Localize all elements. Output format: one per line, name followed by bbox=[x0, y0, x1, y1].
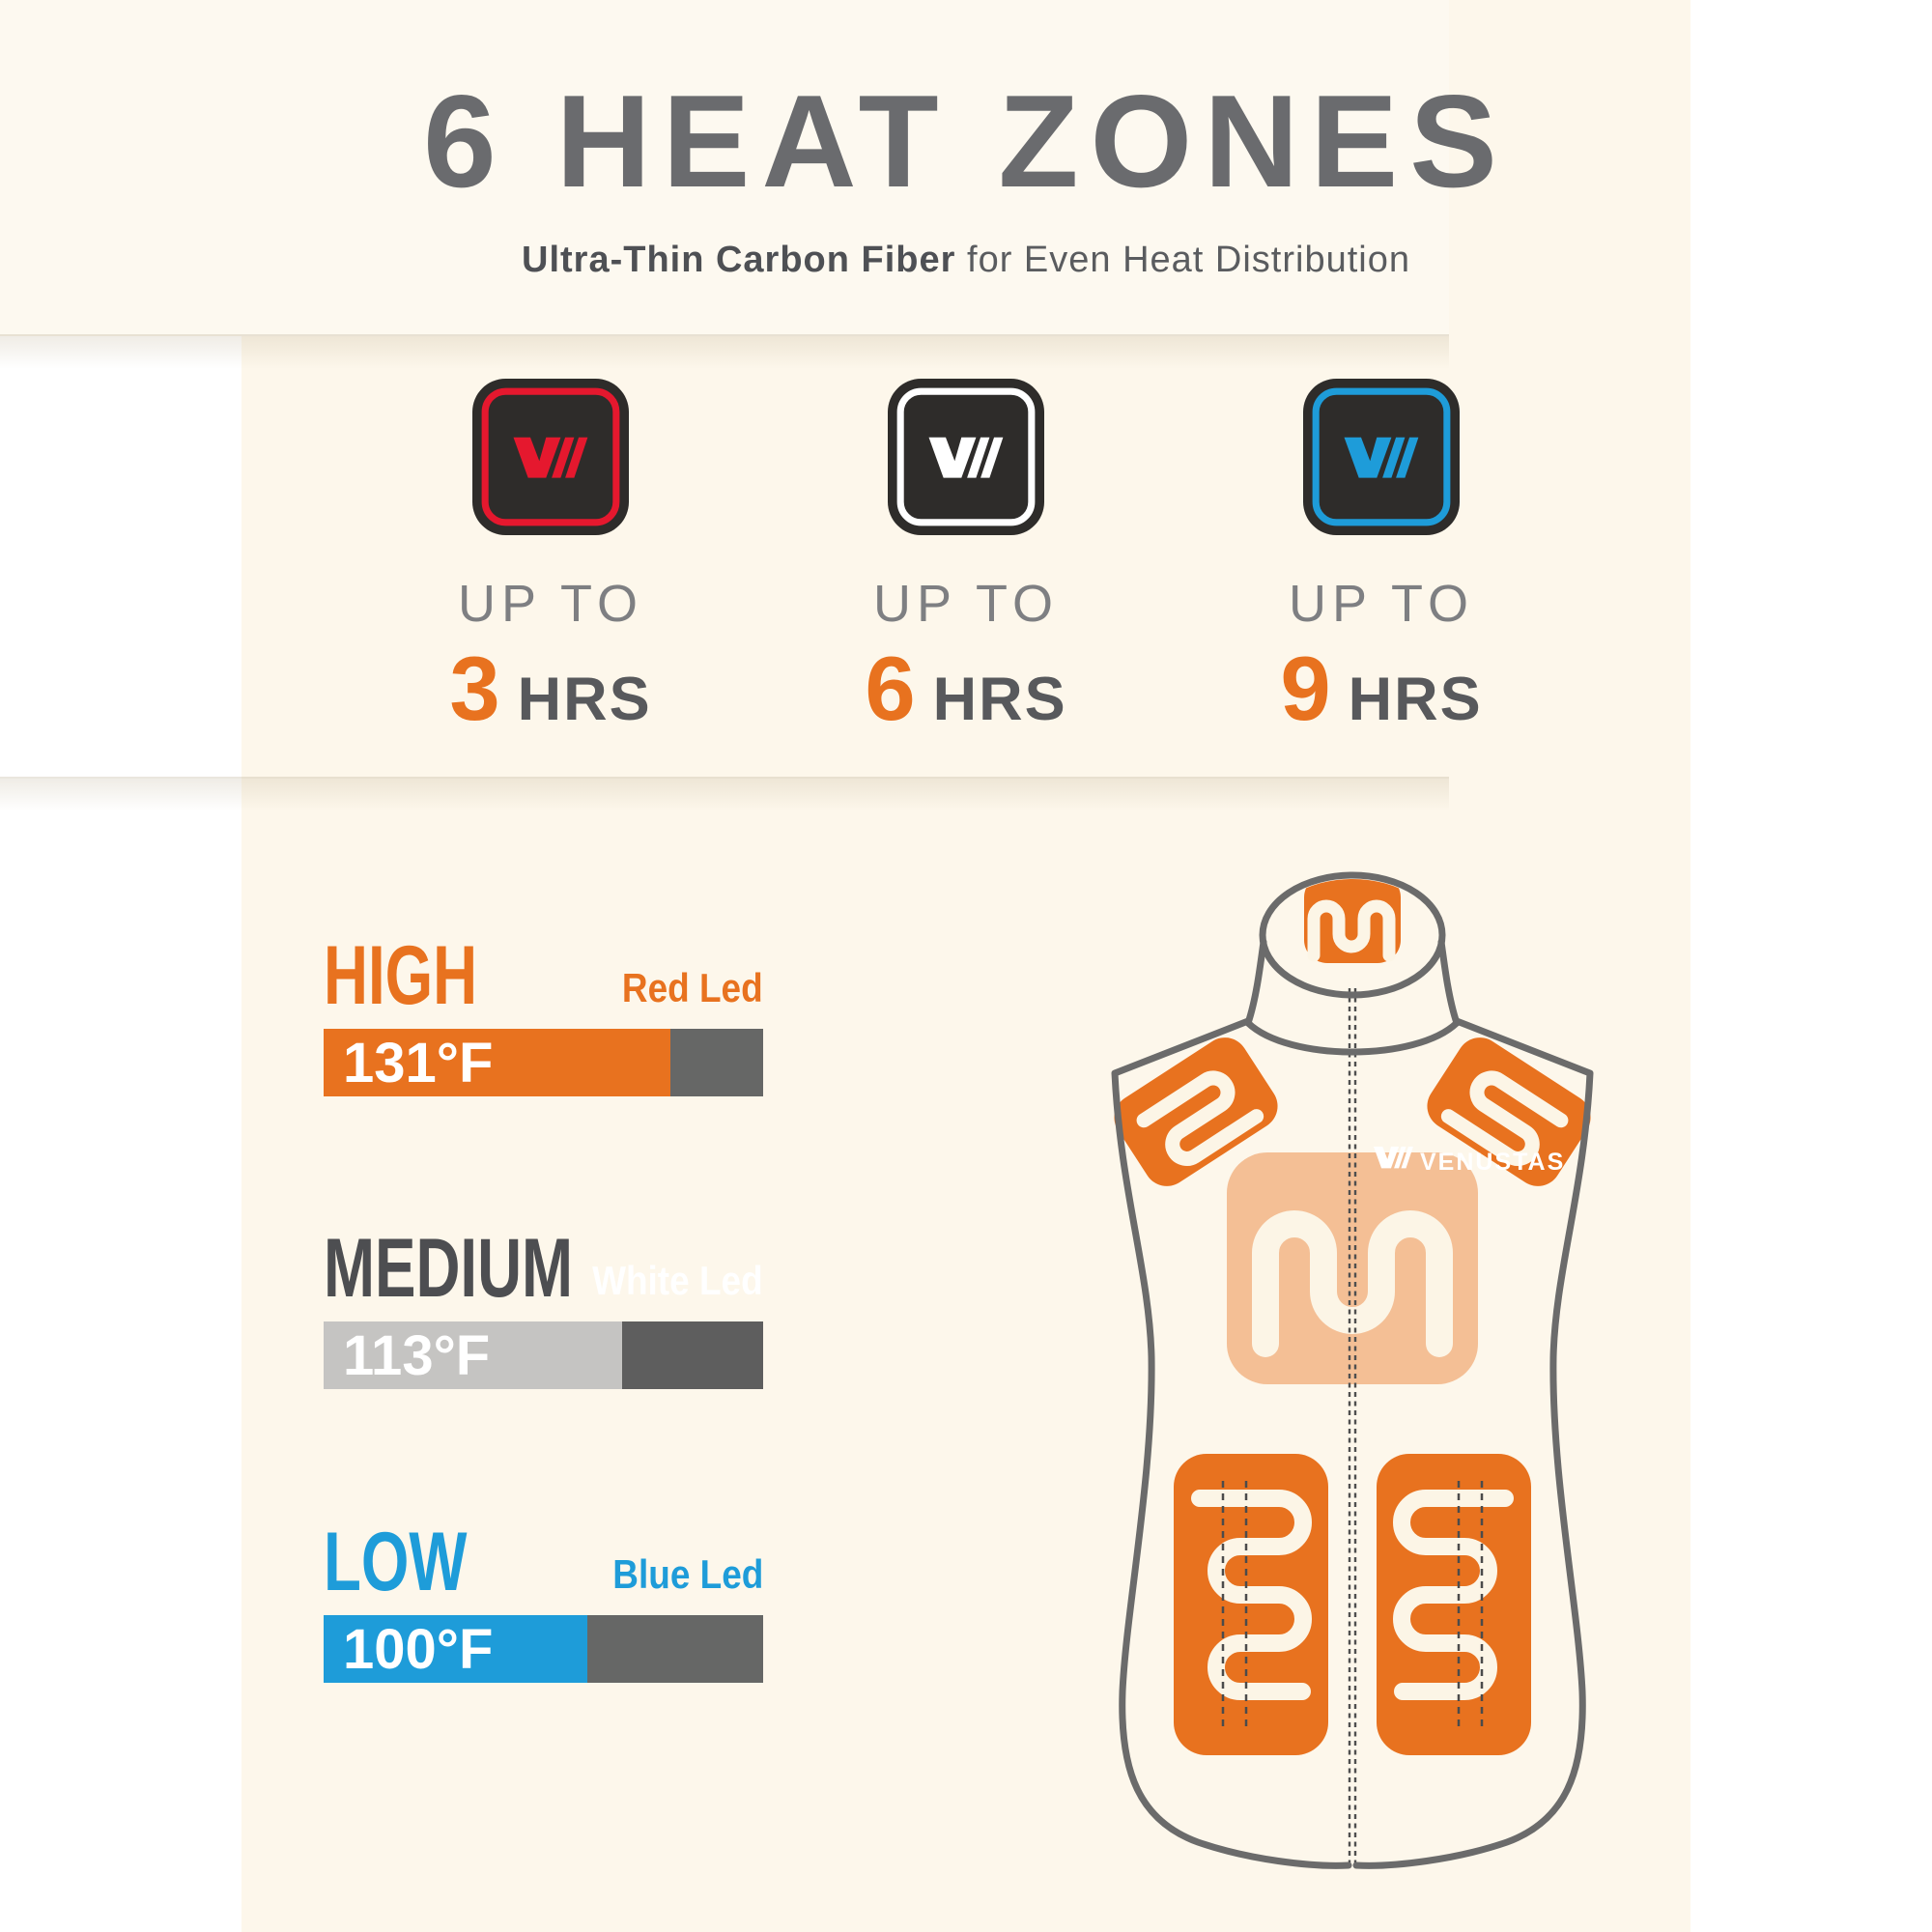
temp-bar-fill bbox=[324, 1321, 623, 1389]
duration-value: 3 HRS bbox=[449, 643, 651, 734]
duration-value: 6 HRS bbox=[865, 643, 1066, 734]
heat-level-row-medium: MEDIUM White Led 113°F bbox=[324, 1196, 763, 1389]
temp-value: 100°F bbox=[343, 1618, 494, 1681]
led-label: White Led bbox=[592, 1258, 763, 1303]
battery-duration-section: UP TO 3 HRS UP TO 6 HRS bbox=[242, 379, 1690, 734]
hours-unit: HRS bbox=[1348, 666, 1483, 733]
heat-level-row-high: HIGH Red Led 131°F bbox=[324, 903, 763, 1096]
header-section-bg bbox=[0, 0, 1449, 336]
zipper bbox=[1348, 988, 1357, 1863]
temp-value: 113°F bbox=[343, 1324, 491, 1387]
duration-value: 9 HRS bbox=[1280, 643, 1482, 734]
section-divider bbox=[0, 334, 1449, 369]
level-name: HIGH bbox=[324, 929, 478, 1022]
duration-card-white: UP TO 6 HRS bbox=[810, 379, 1122, 734]
level-name: MEDIUM bbox=[324, 1222, 574, 1315]
up-to-label: UP TO bbox=[1288, 575, 1475, 633]
brand-name: VENUSTAS bbox=[1420, 1149, 1565, 1176]
section-divider bbox=[0, 777, 1449, 811]
subtitle-bold: Ultra-Thin Carbon Fiber bbox=[522, 240, 956, 280]
duration-card-blue: UP TO 9 HRS bbox=[1226, 379, 1537, 734]
hours-value: 9 bbox=[1280, 638, 1331, 739]
temp-bar-fill bbox=[324, 1615, 587, 1683]
duration-card-red: UP TO 3 HRS bbox=[395, 379, 706, 734]
collar-heat-pad bbox=[1304, 879, 1401, 963]
shoulder-heat-pad-right bbox=[1427, 1037, 1591, 1186]
v-slash-logo bbox=[928, 437, 1004, 478]
hours-unit: HRS bbox=[517, 666, 652, 733]
hours-value: 6 bbox=[865, 638, 916, 739]
temp-bar: 113°F bbox=[324, 1321, 763, 1389]
chest-heat-pad bbox=[1227, 1152, 1478, 1384]
led-label: Blue Led bbox=[611, 1551, 763, 1597]
venustas-logo-icon bbox=[1374, 1147, 1413, 1169]
hours-value: 3 bbox=[449, 638, 500, 739]
heat-level-row-low: LOW Blue Led 100°F bbox=[324, 1490, 763, 1683]
v-slash-logo bbox=[513, 437, 588, 478]
level-name: LOW bbox=[324, 1516, 468, 1608]
venustas-app-icon-red bbox=[472, 379, 629, 535]
temp-bar-fill bbox=[324, 1029, 671, 1096]
up-to-label: UP TO bbox=[457, 575, 644, 633]
subtitle-rest: for Even Heat Distribution bbox=[955, 240, 1410, 280]
temp-bar: 131°F bbox=[324, 1029, 763, 1096]
pocket-stitch-lines bbox=[1221, 1481, 1484, 1728]
page-subtitle: Ultra-Thin Carbon Fiber for Even Heat Di… bbox=[242, 240, 1690, 281]
temp-value: 131°F bbox=[343, 1032, 494, 1094]
heating-coils bbox=[1136, 1070, 1569, 1700]
venustas-app-icon-blue bbox=[1303, 379, 1460, 535]
brand-watermark: VENUSTAS bbox=[1374, 1147, 1565, 1176]
page-title: 6 HEAT ZONES bbox=[423, 68, 1509, 214]
temp-bar: 100°F bbox=[324, 1615, 763, 1683]
venustas-app-icon-white bbox=[888, 379, 1044, 535]
vest-illustration: VENUSTAS bbox=[1111, 871, 1594, 1869]
vest-outline bbox=[1111, 871, 1594, 1869]
led-label: Red Led bbox=[622, 965, 763, 1010]
v-slash-logo bbox=[1344, 437, 1419, 478]
shoulder-heat-pad-left bbox=[1114, 1037, 1278, 1186]
up-to-label: UP TO bbox=[872, 575, 1060, 633]
hours-unit: HRS bbox=[932, 666, 1067, 733]
